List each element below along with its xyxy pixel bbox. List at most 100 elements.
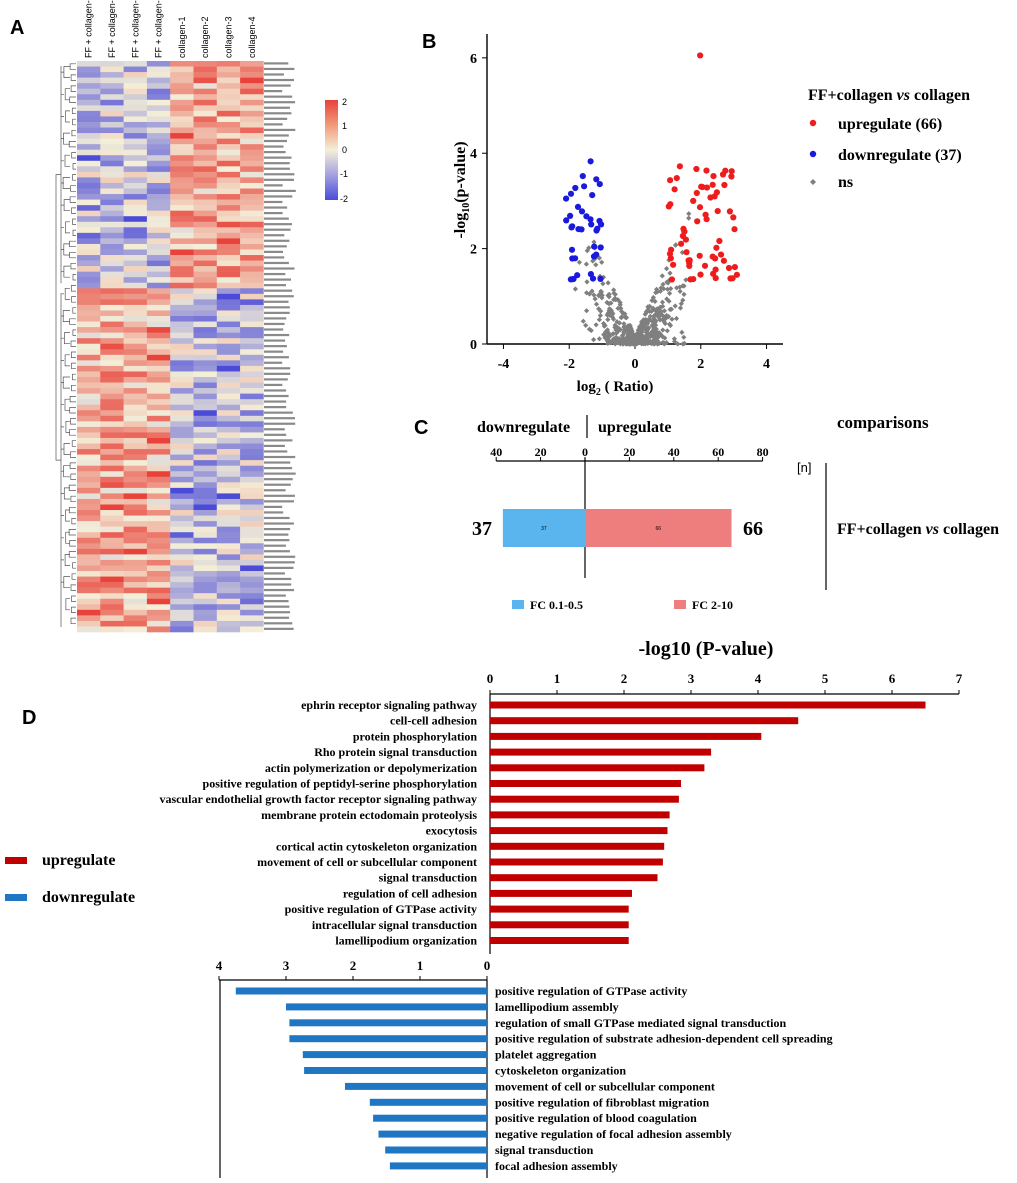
heatmap-cell xyxy=(100,316,124,322)
heatmap-cell xyxy=(100,66,124,73)
volcano-point-ns xyxy=(664,328,670,334)
heatmap-cell xyxy=(123,526,148,533)
heatmap-cell xyxy=(193,476,218,483)
heatmap-cell xyxy=(240,304,264,311)
heatmap-cell xyxy=(216,255,241,261)
heatmap-row-label-mark xyxy=(264,284,286,287)
heatmap-cell xyxy=(77,299,101,306)
heatmap-cell xyxy=(170,521,194,527)
heatmap-cell xyxy=(193,121,218,128)
heatmap-cell xyxy=(146,243,171,250)
volcano-point-ns xyxy=(646,333,652,339)
volcano-point-down xyxy=(567,212,574,219)
heatmap-cell xyxy=(216,571,241,577)
volcano-point-ns xyxy=(628,331,634,337)
d-title: -log10 (P-value) xyxy=(639,638,774,660)
heatmap-cell xyxy=(216,288,241,295)
legend-marker-down xyxy=(809,150,817,158)
volcano-point-ns xyxy=(633,331,639,337)
volcano-point-ns xyxy=(621,329,627,335)
heatmap-cell xyxy=(240,277,264,284)
volcano-point-ns xyxy=(624,341,630,347)
heatmap-cell xyxy=(216,83,241,90)
volcano-point-ns xyxy=(675,341,681,347)
heatmap-cell xyxy=(100,410,124,417)
go-up-tick-label: 2 xyxy=(621,671,628,686)
heatmap-row-label-mark xyxy=(264,522,294,525)
heatmap-cell xyxy=(77,61,101,67)
heatmap-cell xyxy=(77,410,101,417)
legend-title: FF+collagen vs collagen xyxy=(808,87,970,104)
heatmap-cell xyxy=(100,116,124,123)
heatmap-cell xyxy=(123,316,148,322)
heatmap-row-label-mark xyxy=(264,211,283,215)
heatmap-cell xyxy=(170,604,194,611)
heatmap-cell xyxy=(77,133,101,139)
go-up-term: positive regulation of peptidyl-serine p… xyxy=(203,777,478,791)
heatmap-cell xyxy=(77,72,101,78)
heatmap-row-label-mark xyxy=(264,145,284,148)
heatmap-cell xyxy=(240,271,264,278)
heatmap-cell xyxy=(146,487,171,494)
heatmap-cell xyxy=(193,133,218,139)
heatmap-cell xyxy=(216,493,241,500)
heatmap-cell xyxy=(146,216,171,223)
heatmap-cell xyxy=(216,277,241,284)
heatmap-cell xyxy=(123,227,148,234)
heatmap-cell xyxy=(146,471,171,478)
heatmap-cell xyxy=(100,343,124,350)
heatmap-row-label-mark xyxy=(264,261,289,265)
volcano-point-ns xyxy=(660,303,666,309)
volcano-point-ns xyxy=(624,337,630,343)
heatmap-cell xyxy=(170,221,194,228)
heatmap-cell xyxy=(193,587,218,594)
go-up-term: actin polymerization or depolymerization xyxy=(265,761,477,775)
volcano-point-ns xyxy=(591,239,597,245)
heatmap-cell xyxy=(170,243,194,250)
go-up-term: lamellipodium organization xyxy=(335,934,477,948)
heatmap-cell xyxy=(193,548,218,555)
volcano-point-up xyxy=(697,52,704,59)
heatmap-cell xyxy=(100,593,124,600)
volcano-point-down xyxy=(574,203,582,210)
heatmap-cell xyxy=(123,110,148,117)
heatmap-cell xyxy=(100,493,124,500)
heatmap-cell xyxy=(100,299,124,306)
heatmap-cell xyxy=(170,194,194,200)
volcano-point-ns xyxy=(576,259,582,265)
heatmap-row-label-mark xyxy=(264,250,283,253)
heatmap-row-label-mark xyxy=(264,594,286,597)
heatmap-cell xyxy=(77,620,101,627)
heatmap-cell xyxy=(170,443,194,450)
heatmap-cell xyxy=(100,521,124,527)
heatmap-cell xyxy=(77,138,101,145)
heatmap-cell xyxy=(240,620,264,627)
heatmap-cell xyxy=(146,543,171,550)
volcano-point-ns xyxy=(679,329,685,335)
heatmap-cell xyxy=(216,304,241,311)
volcano-point-up xyxy=(683,249,690,256)
heatmap-cell xyxy=(77,537,101,544)
volcano-point-ns xyxy=(649,322,655,328)
volcano-point-ns xyxy=(650,319,656,325)
heatmap-cell xyxy=(77,465,101,472)
heatmap-cell xyxy=(123,282,148,289)
volcano-point-up xyxy=(667,177,674,184)
volcano-point-ns xyxy=(617,338,623,344)
volcano-point-ns xyxy=(672,338,678,345)
heatmap-cell xyxy=(77,155,101,162)
heatmap-cell xyxy=(216,548,241,555)
heatmap-cell xyxy=(216,310,241,317)
volcano-point-ns xyxy=(613,334,619,340)
heatmap-cell xyxy=(100,615,124,622)
heatmap-cell xyxy=(100,382,124,389)
heatmap-cell xyxy=(100,515,124,522)
heatmap-row-label-mark xyxy=(264,500,294,503)
volcano-point-down xyxy=(572,184,579,192)
heatmap-cell xyxy=(77,487,101,494)
heatmap-cell xyxy=(77,349,101,356)
volcano-point-ns xyxy=(592,296,598,302)
go-up-bar xyxy=(490,937,629,944)
heatmap-cell xyxy=(216,421,241,428)
heatmap-cell xyxy=(146,88,171,95)
